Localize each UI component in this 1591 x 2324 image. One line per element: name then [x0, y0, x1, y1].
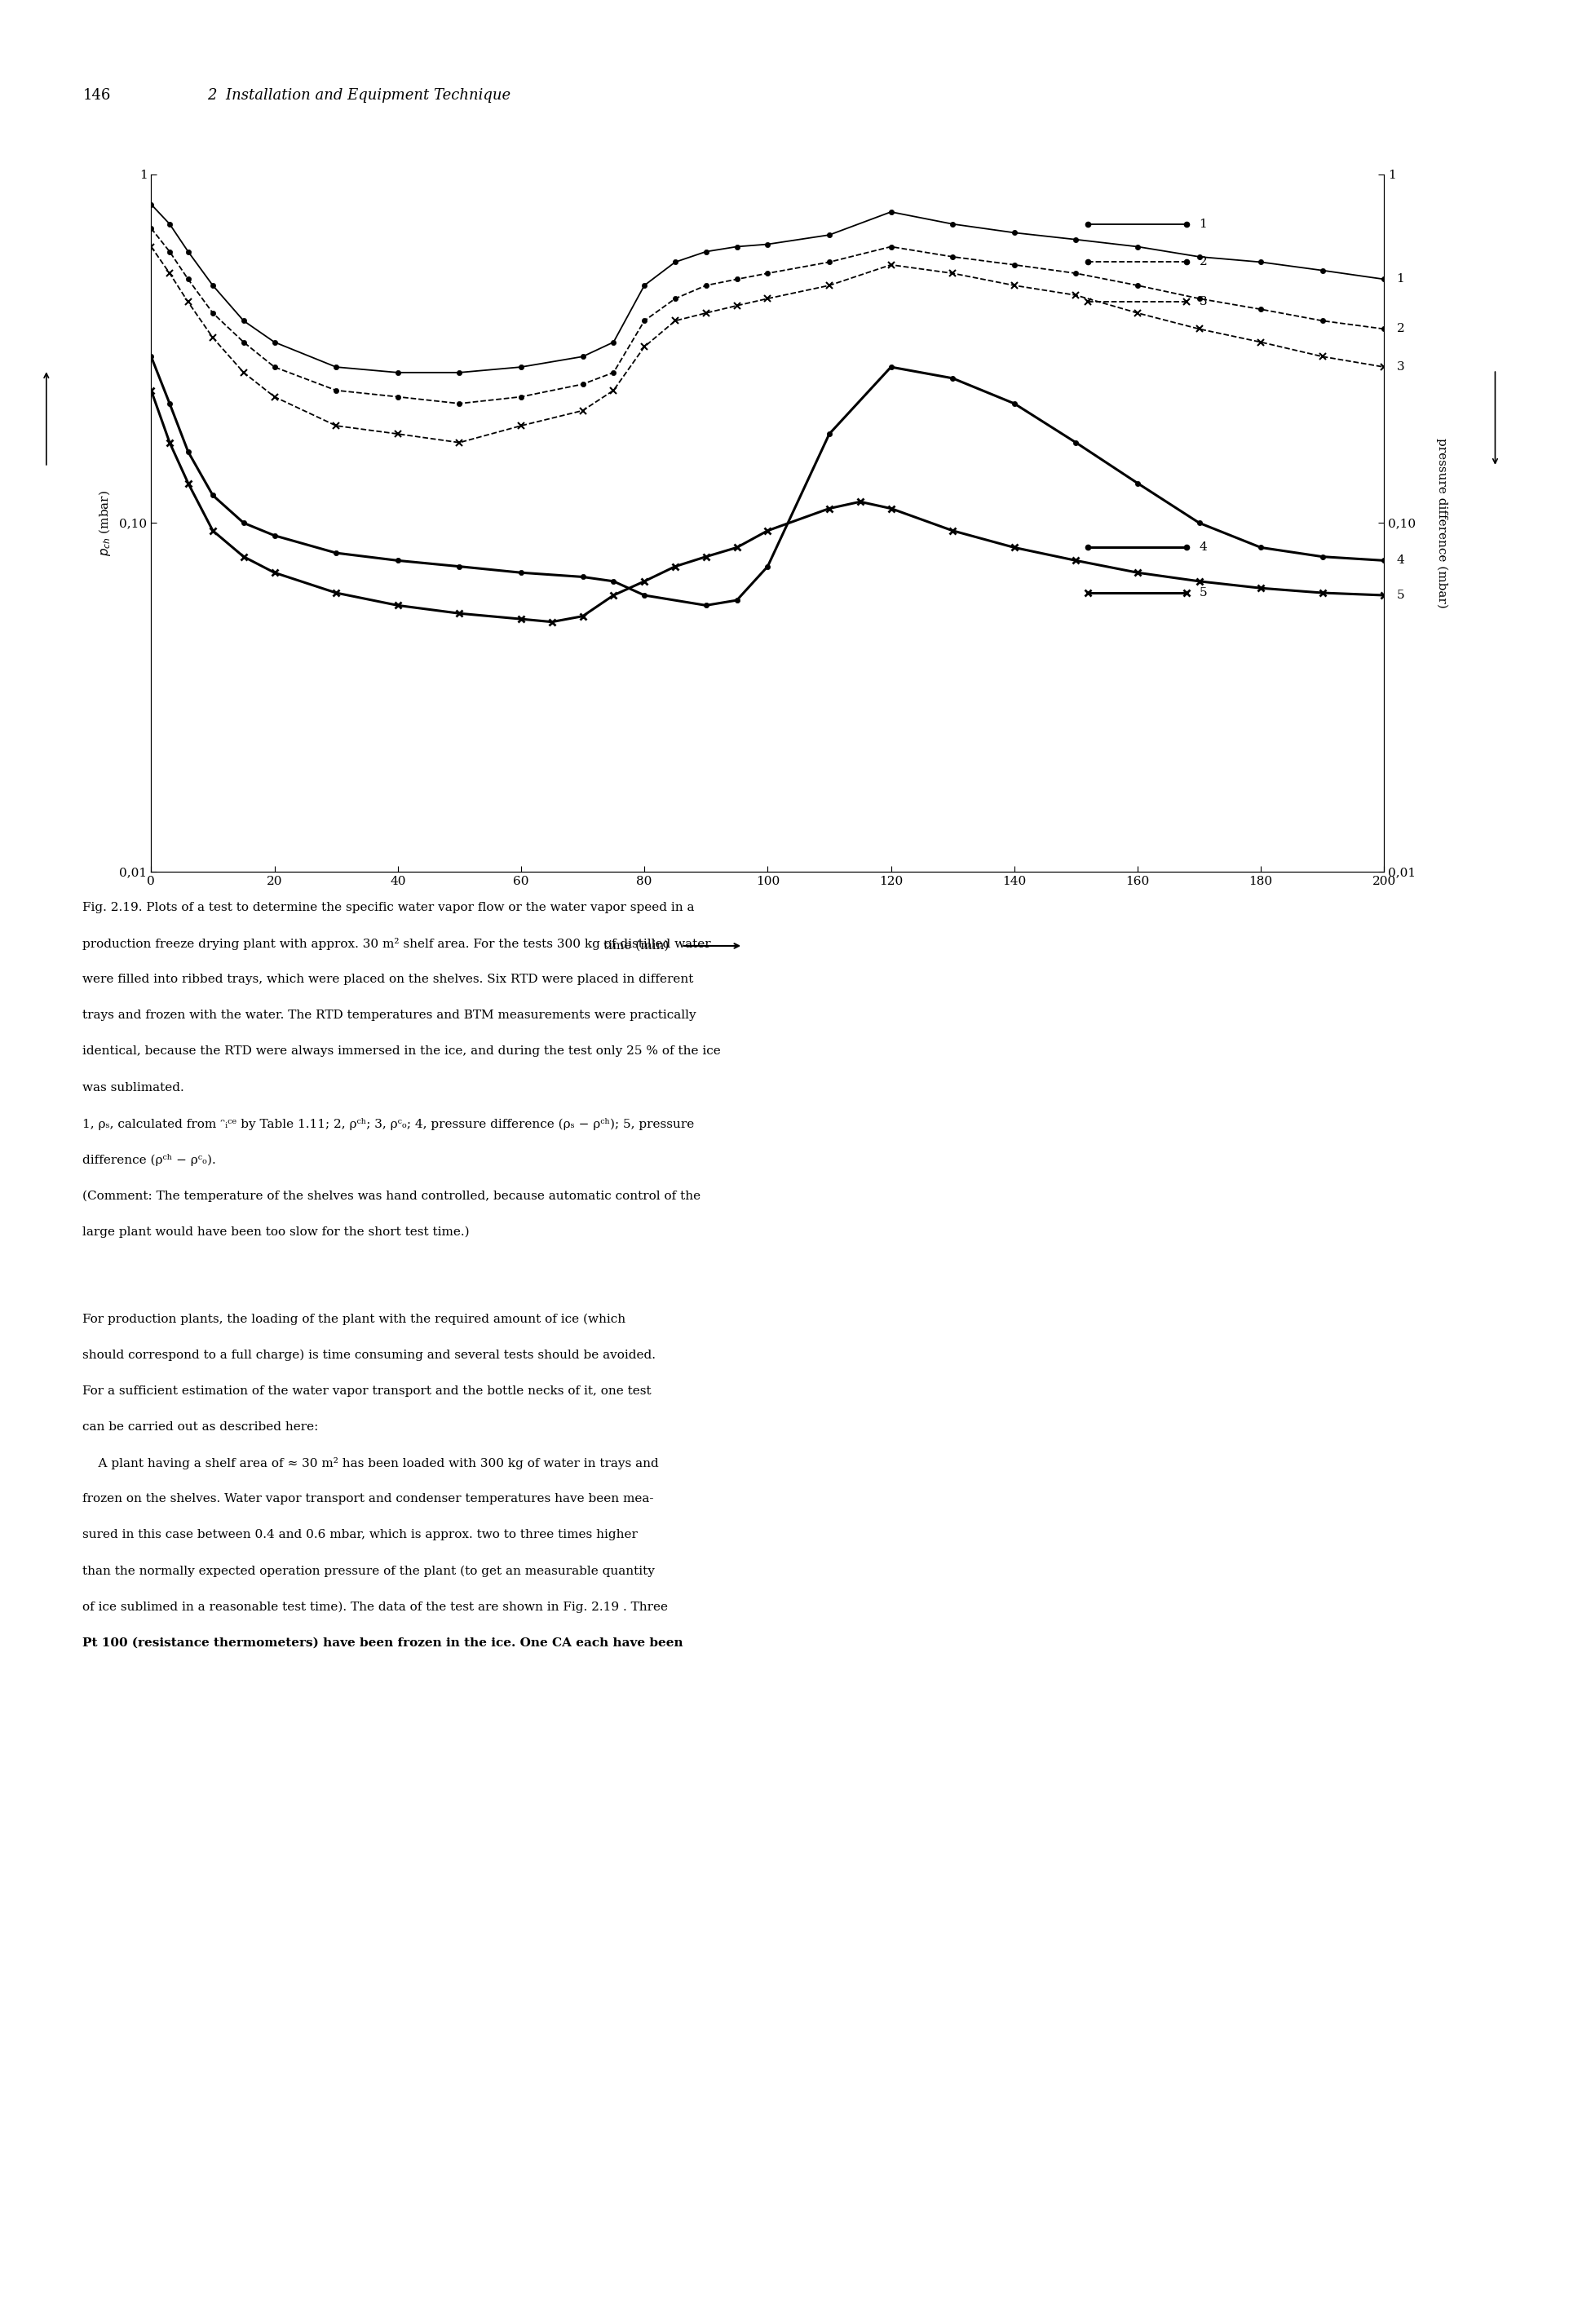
Text: sured in this case between 0.4 and 0.6 mbar, which is approx. two to three times: sured in this case between 0.4 and 0.6 m…	[83, 1529, 638, 1541]
Text: can be carried out as described here:: can be carried out as described here:	[83, 1422, 318, 1432]
Text: time (min): time (min)	[603, 941, 670, 951]
Text: (Comment: The temperature of the shelves was hand controlled, because automatic : (Comment: The temperature of the shelves…	[83, 1190, 702, 1202]
Text: 1: 1	[1397, 274, 1405, 286]
Text: 4: 4	[1397, 555, 1405, 567]
Text: 1, ρₛ, calculated from ᵔᵢᶜᵉ by Table 1.11; 2, ρᶜʰ; 3, ρᶜₒ; 4, pressure differenc: 1, ρₛ, calculated from ᵔᵢᶜᵉ by Table 1.1…	[83, 1118, 695, 1129]
Text: A plant having a shelf area of ≈ 30 m² has been loaded with 300 kg of water in t: A plant having a shelf area of ≈ 30 m² h…	[83, 1457, 659, 1469]
Text: 5: 5	[1200, 588, 1208, 600]
Text: 3: 3	[1200, 297, 1208, 307]
Text: were filled into ribbed trays, which were placed on the shelves. Six RTD were pl: were filled into ribbed trays, which wer…	[83, 974, 694, 985]
Text: of ice sublimed in a reasonable test time). The data of the test are shown in Fi: of ice sublimed in a reasonable test tim…	[83, 1601, 668, 1613]
Text: difference (ρᶜʰ − ρᶜₒ).: difference (ρᶜʰ − ρᶜₒ).	[83, 1155, 216, 1167]
Text: 5: 5	[1397, 590, 1405, 602]
Text: identical, because the RTD were always immersed in the ice, and during the test : identical, because the RTD were always i…	[83, 1046, 721, 1057]
Text: production freeze drying plant with approx. 30 m² shelf area. For the tests 300 : production freeze drying plant with appr…	[83, 937, 711, 951]
Text: Fig. 2.19. Plots of a test to determine the specific water vapor flow or the wat: Fig. 2.19. Plots of a test to determine …	[83, 902, 695, 913]
Text: trays and frozen with the water. The RTD temperatures and BTM measurements were : trays and frozen with the water. The RTD…	[83, 1011, 697, 1020]
Text: For a sufficient estimation of the water vapor transport and the bottle necks of: For a sufficient estimation of the water…	[83, 1385, 652, 1397]
Y-axis label: $p_{ch}$ (mbar): $p_{ch}$ (mbar)	[97, 490, 113, 555]
Y-axis label: pressure difference (mbar): pressure difference (mbar)	[1437, 437, 1448, 609]
Text: 2: 2	[1397, 323, 1405, 335]
Text: than the normally expected operation pressure of the plant (to get an measurable: than the normally expected operation pre…	[83, 1566, 655, 1578]
Text: 4: 4	[1200, 541, 1208, 553]
Text: ⁠Pt 100 (resistance thermometers) have been frozen in the ice. One CA each have : ⁠Pt 100 (resistance thermometers) have b…	[83, 1638, 684, 1648]
Text: 1: 1	[1200, 218, 1208, 230]
Text: frozen on the shelves. Water vapor transport and condenser temperatures have bee: frozen on the shelves. Water vapor trans…	[83, 1494, 654, 1504]
Text: large plant would have been too slow for the short test time.): large plant would have been too slow for…	[83, 1227, 469, 1239]
Text: 2: 2	[1200, 256, 1208, 267]
Text: For production plants, the loading of the plant with the required amount of ice : For production plants, the loading of th…	[83, 1313, 625, 1325]
Text: 2  Installation and Equipment Technique: 2 Installation and Equipment Technique	[207, 88, 511, 102]
Text: was sublimated.: was sublimated.	[83, 1083, 185, 1092]
Text: should correspond to a full charge) is time consuming and several tests should b: should correspond to a full charge) is t…	[83, 1348, 655, 1362]
Text: 146: 146	[83, 88, 111, 102]
Text: 3: 3	[1397, 360, 1405, 372]
